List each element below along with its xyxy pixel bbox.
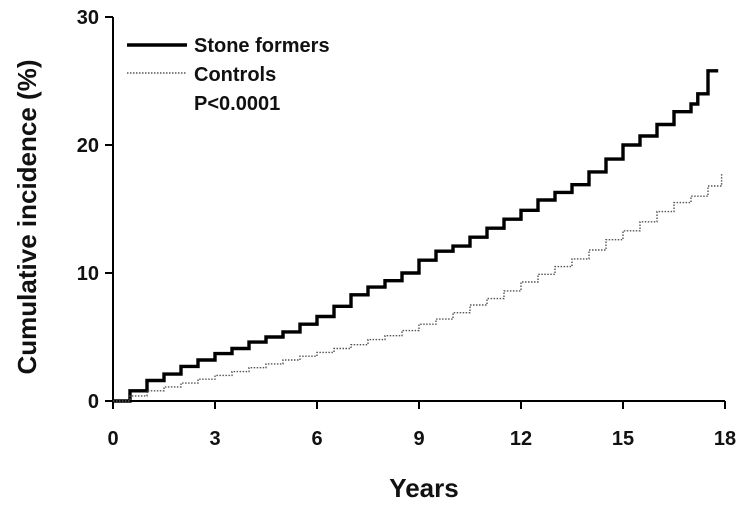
- y-tick-label: 0: [88, 391, 99, 413]
- x-tick-label: 15: [612, 428, 634, 450]
- y-axis-title: Cumulative incidence (%): [12, 60, 42, 375]
- y-tick-label: 10: [77, 263, 99, 285]
- x-tick-label: 9: [413, 428, 424, 450]
- x-tick-label: 18: [714, 428, 736, 450]
- series-line-stone-formers: [113, 69, 719, 403]
- x-tick-label: 0: [107, 428, 118, 450]
- x-ticks: 0 3 6 9 12 15 18: [107, 401, 736, 450]
- y-ticks: 0 10 20 30: [77, 7, 113, 413]
- series-layer: [113, 69, 723, 403]
- x-tick-label: 3: [209, 428, 220, 450]
- legend-label-controls: Controls: [194, 64, 276, 86]
- legend: Stone formers Controls P<0.0001: [127, 35, 330, 115]
- x-axis-title: Years: [389, 473, 458, 503]
- y-tick-label: 30: [77, 7, 99, 29]
- p-value-annotation: P<0.0001: [194, 93, 280, 115]
- x-tick-label: 12: [510, 428, 532, 450]
- series-line-controls: [113, 173, 723, 402]
- x-tick-label: 6: [311, 428, 322, 450]
- y-tick-label: 20: [77, 135, 99, 157]
- legend-label-stone-formers: Stone formers: [194, 35, 330, 57]
